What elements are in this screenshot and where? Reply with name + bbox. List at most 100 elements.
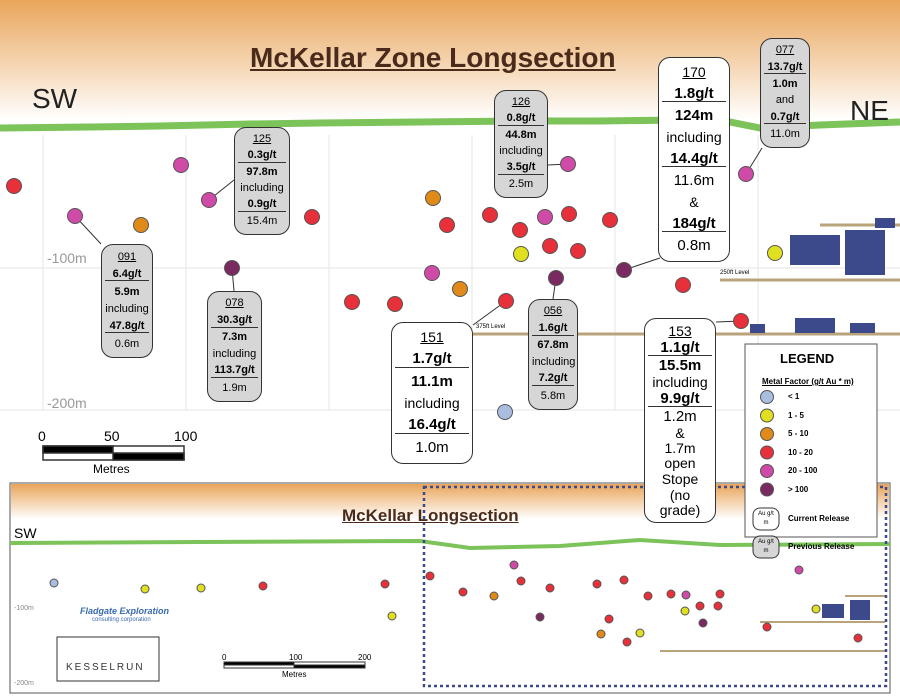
legend-symbol-text: Au g/t m — [754, 538, 778, 556]
drill-hole — [545, 583, 555, 593]
legend-label: 5 - 10 — [788, 429, 809, 438]
intercept-line: including — [532, 355, 576, 368]
drill-holes — [6, 156, 863, 647]
intercept-line: 124m — [674, 107, 714, 125]
title: McKellar Zone Longsection — [250, 42, 616, 73]
drill-hole — [424, 265, 440, 281]
intercept-line: including — [404, 395, 460, 412]
inset-sw: SW — [14, 525, 37, 541]
drill-hole — [67, 208, 83, 224]
intercept-line: 97.8m — [246, 166, 278, 179]
intercept-line: 44.8m — [505, 129, 537, 142]
intercept-line: 14.4g/t — [662, 150, 726, 168]
intercept-line: including — [105, 302, 149, 315]
inset-scale-tick: 100 — [289, 653, 303, 662]
drill-hole — [666, 589, 676, 599]
drill-hole — [542, 238, 558, 254]
hole-id: 078 — [225, 297, 244, 310]
drill-hole — [224, 260, 240, 276]
callout: 126 0.8g/t 44.8m including 3.5g/t 2.5m — [494, 90, 548, 198]
inset-title: McKellar Longsection — [342, 506, 519, 525]
legend-symbol-grade: Au g/t — [758, 511, 774, 517]
intercept-line: 0.7g/t — [764, 111, 806, 125]
drill-hole — [853, 633, 863, 643]
drill-hole — [592, 579, 602, 589]
intercept-line: 0.8g/t — [498, 113, 544, 126]
drill-hole — [622, 637, 632, 647]
drill-hole — [425, 571, 435, 581]
hole-id: 151 — [420, 329, 444, 346]
legend-previous: Previous Release — [788, 542, 855, 551]
intercept-line: 5.8m — [540, 389, 566, 402]
drill-hole — [498, 293, 514, 309]
scale-tick: 0 — [38, 428, 46, 444]
drill-hole — [439, 217, 455, 233]
mine-workings — [750, 218, 895, 333]
callout: 078 30.3g/t 7.3m including 113.7g/t 1.9m — [207, 291, 262, 402]
drill-hole — [387, 611, 397, 621]
drill-hole — [680, 606, 690, 616]
drill-hole — [49, 578, 59, 588]
intercept-line: 6.4g/t — [105, 268, 149, 282]
drill-hole — [512, 222, 528, 238]
drill-hole — [619, 575, 629, 585]
legend-symbol-length: m — [763, 548, 769, 554]
level-label: 250ft Level — [720, 270, 750, 276]
legend-label: 20 - 100 — [788, 466, 818, 475]
intercept-line: 67.8m — [537, 339, 569, 352]
hole-id: 056 — [543, 305, 563, 318]
inset-scale-unit: Metres — [282, 670, 307, 679]
intercept-line: 9.9g/t — [648, 390, 712, 408]
drill-hole — [509, 560, 519, 570]
hole-id: 091 — [117, 250, 137, 263]
drill-hole — [201, 192, 217, 208]
drill-hole — [762, 622, 772, 632]
intercept-line: 1.6g/t — [532, 322, 574, 336]
logo-box — [56, 636, 160, 682]
intercept-line: 1.7g/t — [395, 351, 469, 368]
intercept-line: 11.0m — [770, 128, 800, 141]
inset-workings — [822, 600, 870, 620]
intercept-line: 1.0m — [415, 439, 449, 457]
intercept-line: 0.8m — [677, 237, 711, 255]
logo-fladgate: Fladgate Exploration — [80, 606, 170, 616]
drill-hole — [452, 281, 468, 297]
intercept-line: including — [499, 145, 543, 158]
drill-hole — [596, 629, 606, 639]
drill-hole — [537, 209, 553, 225]
drill-hole — [497, 404, 513, 420]
intercept-line: 1.2m — [663, 407, 697, 425]
intercept-line: 13.7g/t — [764, 61, 806, 75]
depth-label: -100m — [47, 250, 87, 266]
intercept-line: 2.5m — [508, 178, 534, 191]
drill-hole — [715, 589, 725, 599]
hole-id: 153 — [668, 322, 692, 339]
drill-hole — [767, 245, 783, 261]
callout: 077 13.7g/t 1.0m and 0.7g/t 11.0m — [760, 38, 810, 148]
drill-hole — [738, 166, 754, 182]
drill-hole — [458, 587, 468, 597]
drill-hole — [258, 581, 268, 591]
intercept-line: 0.6m — [114, 337, 140, 350]
inset-depth: -100m — [14, 605, 34, 612]
legend-symbol-length: m — [763, 520, 769, 526]
legend-current: Current Release — [788, 514, 850, 523]
scale-bar — [42, 445, 185, 461]
drill-hole — [698, 618, 708, 628]
direction-sw: SW — [32, 83, 78, 114]
callout: 170 1.8g/t 124m including 14.4g/t 11.6m & 184g/… — [658, 57, 730, 262]
legend-label: 1 - 5 — [788, 410, 805, 420]
intercept-line: 16.4g/t — [395, 417, 469, 434]
intercept-line: 15.5m — [658, 356, 702, 374]
intercept-line: (no grade) — [659, 487, 701, 518]
intercept-line: Stope — [661, 471, 699, 488]
inset-depth: -200m — [14, 680, 34, 687]
drill-hole — [140, 584, 150, 594]
inset-levels — [660, 595, 885, 652]
intercept-line: including — [240, 182, 284, 195]
drill-hole — [196, 583, 206, 593]
callout: 091 6.4g/t 5.9m including 47.8g/t 0.6m — [101, 244, 153, 358]
hole-id: 077 — [775, 44, 795, 57]
